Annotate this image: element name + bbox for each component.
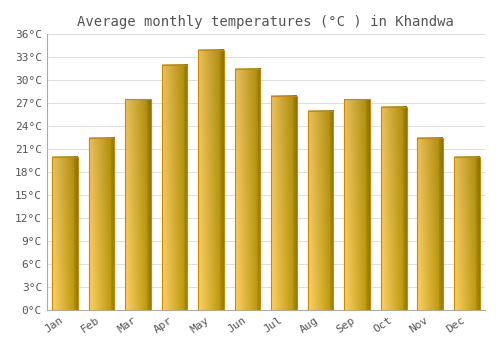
Bar — [198, 50, 224, 310]
Bar — [126, 99, 151, 310]
Bar — [272, 96, 297, 310]
Bar — [308, 111, 334, 310]
Bar — [162, 65, 188, 310]
Bar — [89, 138, 114, 310]
Bar — [418, 138, 443, 310]
Bar — [454, 157, 479, 310]
Bar — [381, 107, 406, 310]
Bar — [52, 157, 78, 310]
Bar — [235, 69, 260, 310]
Title: Average monthly temperatures (°C ) in Khandwa: Average monthly temperatures (°C ) in Kh… — [78, 15, 454, 29]
Bar — [344, 99, 370, 310]
